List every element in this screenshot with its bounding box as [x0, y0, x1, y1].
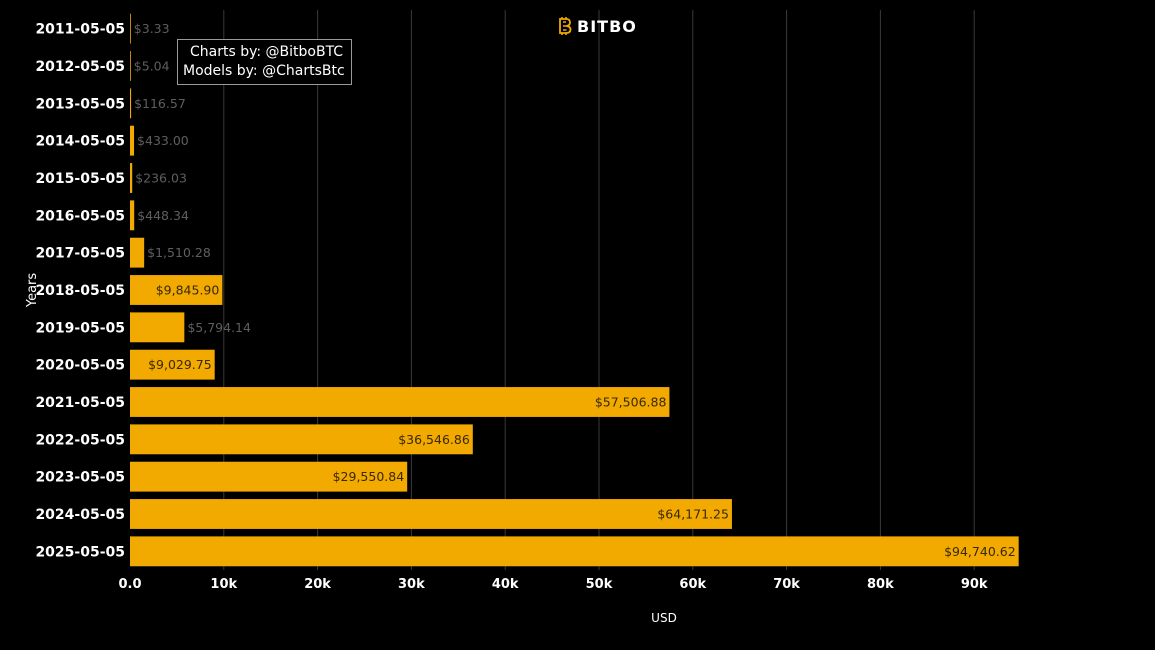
y-tick-label: 2021-05-05 [35, 395, 125, 411]
bar [130, 200, 135, 231]
bitcoin-b-icon [559, 17, 572, 35]
bar [130, 536, 1019, 567]
logo-text: BITBO [577, 16, 637, 36]
x-tick-label: 0.0 [118, 577, 141, 592]
data-label: $1,510.28 [147, 245, 211, 260]
y-tick-label: 2011-05-05 [35, 22, 125, 38]
bar [130, 163, 133, 193]
credits-box: Charts by: @BitboBTC Models by: @ChartsB… [177, 39, 352, 85]
x-tick-label: 90k [961, 577, 988, 592]
data-label: $9,029.75 [148, 357, 212, 372]
data-label: $448.34 [137, 208, 189, 223]
y-tick-label: 2016-05-05 [35, 208, 125, 224]
bar [130, 349, 215, 380]
y-axis-title: Years [25, 273, 40, 309]
bar [130, 237, 145, 268]
y-tick-label: 2018-05-05 [35, 283, 125, 299]
data-label: $236.03 [135, 171, 187, 186]
x-tick-label: 60k [679, 577, 706, 592]
charts-credit: Charts by: @BitboBTC [190, 44, 344, 60]
x-tick-label: 40k [492, 577, 519, 592]
x-tick-label: 30k [398, 577, 425, 592]
bitbo-logo: BITBO [558, 16, 637, 36]
x-tick-label: 20k [304, 577, 331, 592]
y-tick-label: 2025-05-05 [35, 544, 125, 560]
x-tick-label: 80k [867, 577, 894, 592]
bar [130, 499, 732, 529]
y-tick-label: 2020-05-05 [35, 358, 125, 374]
data-label: $9,845.90 [156, 283, 220, 298]
data-label: $64,171.25 [657, 507, 729, 522]
bar [130, 275, 223, 305]
y-tick-label: 2014-05-05 [35, 134, 125, 150]
data-label: $5.04 [134, 59, 170, 74]
y-tick-label: 2017-05-05 [35, 246, 125, 262]
x-axis-title: USD [651, 611, 677, 625]
models-credit: Models by: @ChartsBtc [183, 63, 345, 79]
bar [130, 13, 131, 44]
data-label: $94,740.62 [944, 544, 1016, 559]
x-tick-label: 70k [773, 577, 800, 592]
y-tick-label: 2023-05-05 [35, 470, 125, 486]
y-tick-label: 2022-05-05 [35, 432, 125, 448]
data-label: $5,794.14 [187, 320, 251, 335]
data-label: $57,506.88 [595, 395, 667, 410]
bar [130, 312, 185, 343]
bar [130, 88, 132, 119]
y-tick-label: 2019-05-05 [35, 320, 125, 336]
bar [130, 461, 408, 492]
y-tick-label: 2015-05-05 [35, 171, 125, 187]
bar [130, 51, 131, 81]
data-label: $116.57 [134, 96, 186, 111]
y-tick-label: 2024-05-05 [35, 507, 125, 523]
x-tick-label: 10k [210, 577, 237, 592]
bar [130, 424, 473, 455]
data-label: $36,546.86 [398, 432, 470, 447]
bar [130, 125, 135, 156]
x-tick-label: 50k [586, 577, 613, 592]
data-label: $3.33 [134, 21, 170, 36]
y-tick-label: 2012-05-05 [35, 59, 125, 75]
y-tick-label: 2013-05-05 [35, 96, 125, 112]
bar [130, 387, 670, 417]
data-label: $29,550.84 [333, 469, 405, 484]
data-label: $433.00 [137, 133, 189, 148]
